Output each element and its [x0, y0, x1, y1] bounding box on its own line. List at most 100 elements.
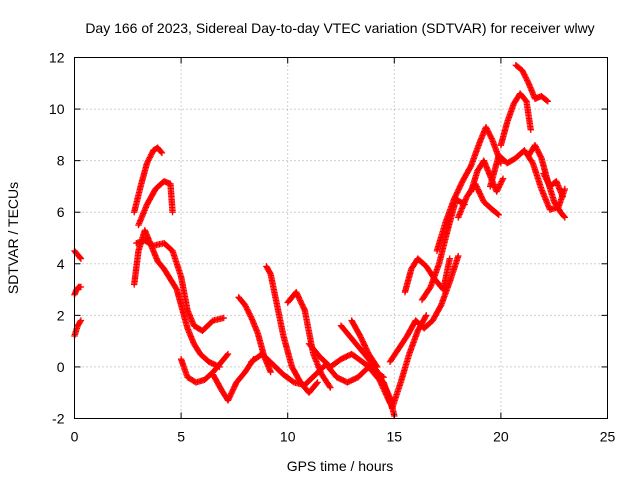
data-point-marker — [76, 318, 84, 326]
y-tick-label: 2 — [57, 307, 65, 323]
data-point-marker — [148, 149, 156, 157]
data-point-marker — [533, 144, 540, 152]
data-point-marker — [241, 301, 249, 309]
data-point-marker — [494, 210, 501, 218]
data-point-marker — [376, 372, 384, 380]
x-tick-label: 20 — [493, 429, 509, 445]
data-point-marker — [519, 68, 527, 76]
data-point-marker — [77, 255, 85, 262]
data-point-marker — [145, 155, 153, 163]
data-point-marker — [77, 317, 85, 324]
data-point-marker — [484, 128, 492, 135]
x-tick-label: 25 — [600, 429, 616, 445]
data-point-marker — [246, 310, 253, 317]
data-point-marker — [377, 374, 384, 381]
y-tick-label: 6 — [57, 204, 65, 220]
data-points — [71, 62, 569, 420]
data-point-marker — [244, 307, 252, 314]
data-point-marker — [446, 255, 453, 262]
data-point-marker — [488, 135, 495, 142]
data-point-marker — [534, 147, 542, 155]
data-point-marker — [242, 303, 249, 310]
data-point-marker — [326, 383, 333, 390]
data-point-marker — [496, 181, 504, 188]
data-point-marker — [487, 133, 495, 141]
data-point-marker — [528, 158, 536, 166]
data-point-marker — [374, 363, 381, 371]
data-point-marker — [146, 154, 154, 161]
data-point-marker — [559, 193, 566, 200]
data-point-marker — [522, 74, 529, 81]
data-point-marker — [158, 149, 166, 157]
axis-ticks — [74, 57, 608, 419]
data-point-marker — [223, 351, 231, 359]
data-point-marker — [544, 178, 552, 186]
plot-frame — [74, 57, 608, 419]
gridlines — [74, 57, 608, 419]
data-point-marker — [245, 309, 252, 316]
data-point-marker — [498, 178, 505, 185]
data-point-marker — [523, 77, 531, 84]
y-axis-label: SDTVAR / TECUs — [5, 182, 21, 294]
data-point-marker — [267, 368, 274, 376]
data-point-marker — [314, 379, 321, 386]
data-point-marker — [300, 305, 308, 313]
data-point-marker — [541, 173, 549, 180]
data-point-marker — [247, 313, 254, 320]
data-point-marker — [378, 375, 385, 383]
data-point-marker — [537, 153, 544, 160]
data-point-marker — [487, 132, 494, 139]
data-point-marker — [536, 150, 543, 157]
data-point-marker — [499, 176, 506, 184]
data-point-marker — [143, 160, 151, 167]
data-point-marker — [220, 314, 227, 322]
data-point-marker — [145, 157, 152, 164]
data-point-marker — [486, 131, 493, 138]
data-point-marker — [521, 72, 529, 80]
data-point-marker — [148, 151, 155, 158]
data-point-marker — [542, 174, 549, 182]
data-point-marker — [561, 185, 569, 193]
data-point-marker — [541, 171, 548, 179]
data-point-marker — [243, 306, 251, 313]
data-point-marker — [485, 129, 493, 137]
data-point-marker — [496, 182, 503, 190]
data-point-marker — [543, 177, 551, 184]
data-point-marker — [246, 311, 254, 319]
data-point-marker — [147, 152, 154, 160]
data-point-marker — [519, 67, 526, 74]
data-point-marker — [266, 269, 274, 277]
y-tick-label: -2 — [52, 411, 65, 427]
data-point-marker — [157, 148, 165, 156]
data-point-marker — [543, 176, 550, 183]
data-point-marker — [483, 125, 490, 132]
data-point-marker — [484, 126, 491, 134]
data-point-marker — [313, 380, 320, 387]
y-tick-label: 4 — [57, 256, 65, 272]
data-point-marker — [523, 75, 530, 83]
y-tick-labels: -2 0 2 4 6 8 10 12 — [49, 50, 65, 427]
data-point-marker — [422, 313, 429, 320]
data-point-marker — [482, 123, 490, 131]
data-point-marker — [495, 211, 502, 218]
y-tick-label: 10 — [49, 101, 65, 117]
data-point-marker — [544, 98, 552, 105]
data-point-marker — [494, 185, 502, 192]
data-point-marker — [76, 254, 84, 261]
data-point-marker — [535, 149, 542, 156]
chart-title: Day 166 of 2023, Sidereal Day-to-day VTE… — [85, 20, 594, 36]
data-point-marker — [77, 283, 85, 291]
x-tick-label: 10 — [280, 429, 296, 445]
data-point-marker — [373, 362, 380, 369]
data-point-marker — [495, 184, 502, 191]
data-point-marker — [497, 179, 505, 187]
data-point-marker — [521, 71, 528, 78]
data-point-marker — [560, 213, 568, 220]
data-point-marker — [493, 188, 500, 195]
data-point-marker — [533, 146, 541, 153]
y-tick-label: 8 — [57, 153, 65, 169]
data-point-marker — [540, 170, 547, 177]
x-tick-label: 15 — [387, 429, 403, 445]
